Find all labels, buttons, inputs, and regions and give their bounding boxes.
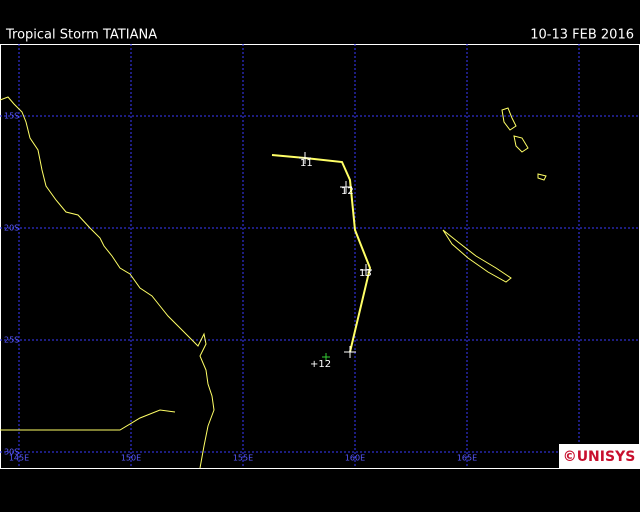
longitude-label: 160E <box>345 454 365 463</box>
track-markers <box>299 152 372 358</box>
logo-box <box>559 444 639 468</box>
track-label: 13 <box>359 268 372 279</box>
forecast-marker <box>322 353 330 361</box>
latitude-label: 15S <box>4 112 19 121</box>
new-caledonia <box>442 229 512 283</box>
date: 10-13 FEB 2016 <box>530 28 634 43</box>
latitude-label: 20S <box>4 224 19 233</box>
vanuatu-2 <box>513 135 529 153</box>
australia-coast <box>0 96 215 469</box>
coastlines <box>0 96 547 469</box>
forecast-label: +12 <box>310 359 331 370</box>
track-label: 12 <box>341 186 354 197</box>
logo: ©UNISYS <box>563 449 636 465</box>
state-border <box>0 409 176 431</box>
vanuatu-1 <box>501 107 517 131</box>
title: Tropical Storm TATIANA <box>5 28 157 43</box>
vanuatu-3 <box>537 173 547 181</box>
longitude-label: 145E <box>9 454 29 463</box>
track-label: 11 <box>300 158 313 169</box>
latitude-label: 30S <box>4 448 19 457</box>
longitude-label: 165E <box>457 454 477 463</box>
longitude-label: 150E <box>121 454 141 463</box>
longitude-label: 155E <box>233 454 253 463</box>
storm-track: 11 12 13 +12 <box>271 152 372 370</box>
latitude-label: 25S <box>4 336 19 345</box>
